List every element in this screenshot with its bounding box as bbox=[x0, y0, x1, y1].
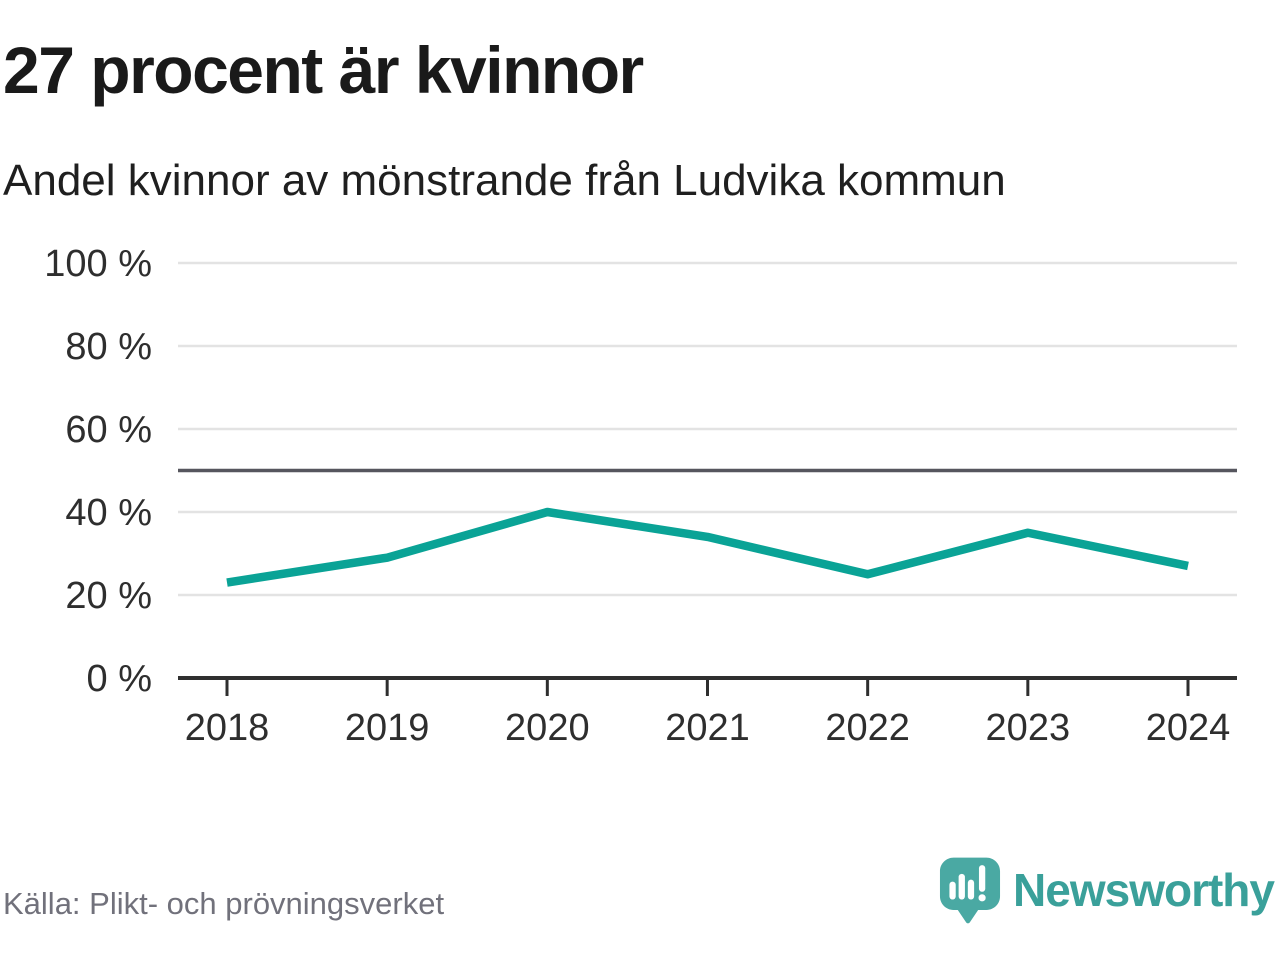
data-line bbox=[226, 507, 1189, 587]
x-tick-label: 2024 bbox=[1146, 707, 1231, 749]
x-tick-label: 2021 bbox=[665, 707, 750, 749]
logo-exclamation-dot bbox=[978, 894, 986, 902]
newsworthy-logo-icon bbox=[940, 857, 1001, 924]
y-tick-label: 60 % bbox=[65, 409, 152, 451]
y-tick-label: 20 % bbox=[65, 575, 152, 617]
newsworthy-logo: Newsworthy bbox=[939, 856, 1275, 929]
y-tick-label: 100 % bbox=[44, 243, 152, 285]
y-tick-label: 40 % bbox=[65, 492, 152, 534]
source-note: Källa: Plikt- och prövningsverket bbox=[3, 886, 445, 921]
x-tick-label: 2023 bbox=[986, 707, 1071, 749]
x-tick-label: 2018 bbox=[185, 707, 270, 749]
x-tick-label: 2020 bbox=[505, 707, 590, 749]
page-title: 27 procent är kvinnor bbox=[3, 33, 644, 107]
y-tick-label: 80 % bbox=[65, 326, 152, 368]
x-tick-label: 2019 bbox=[345, 707, 430, 749]
newsworthy-wordmark: Newsworthy bbox=[1013, 863, 1275, 916]
x-tick-label: 2022 bbox=[825, 707, 910, 749]
y-tick-label: 0 % bbox=[87, 658, 152, 700]
chart-subtitle: Andel kvinnor av mönstrande från Ludvika… bbox=[3, 156, 1006, 205]
